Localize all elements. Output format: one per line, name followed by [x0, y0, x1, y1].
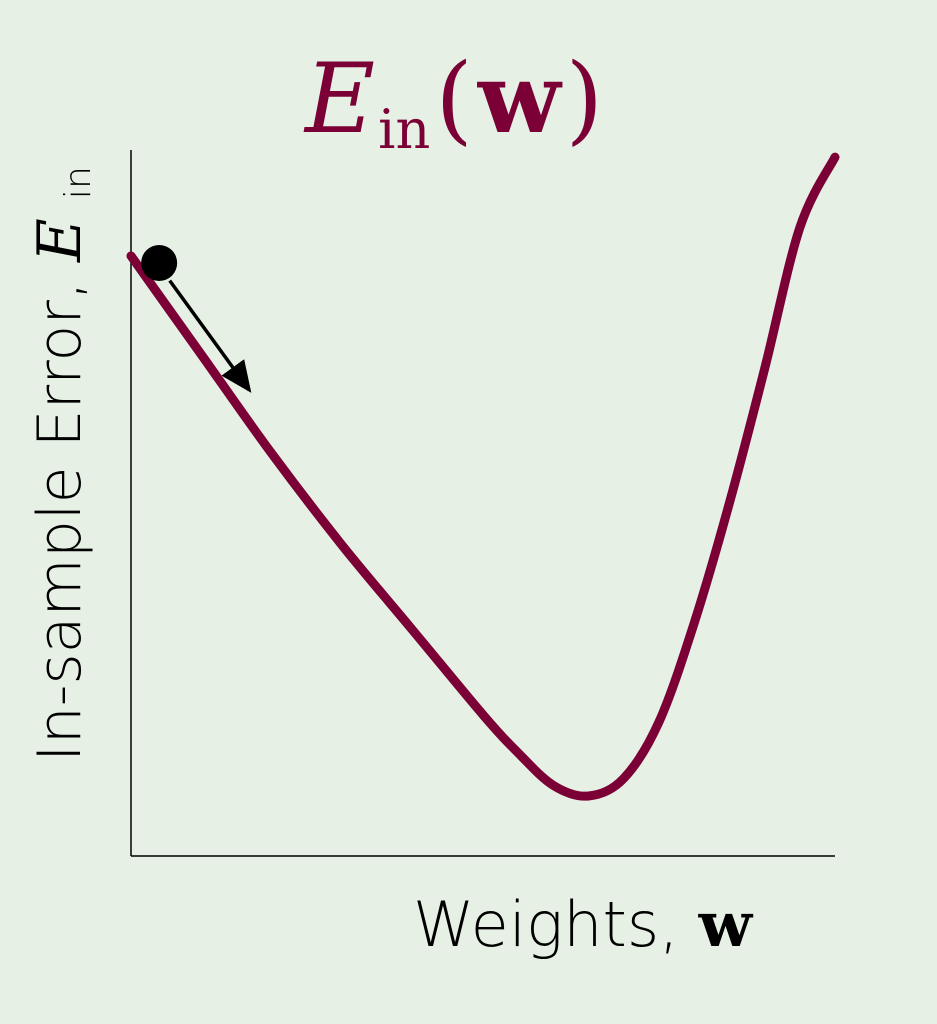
- y-axis-label-text: In-sample Error,: [25, 262, 95, 762]
- current-weight-point: [141, 244, 178, 281]
- title-variable: w: [477, 42, 563, 155]
- gradient-arrow: [168, 279, 252, 393]
- y-axis-label: In-sample Error, E in: [25, 166, 99, 762]
- title-open-paren: (: [435, 43, 472, 155]
- error-curve-line: [126, 152, 840, 801]
- x-axis-label-variable: w: [698, 888, 754, 961]
- x-axis-label: Weights, w: [413, 888, 754, 961]
- y-axis-label-symbol: E: [25, 218, 95, 263]
- title-symbol: E: [303, 43, 375, 155]
- chart-title: E in ( w ): [303, 42, 603, 161]
- y-axis-label-subscript: in: [58, 166, 99, 199]
- x-axis-label-text: Weights,: [413, 888, 699, 961]
- title-subscript: in: [378, 98, 430, 161]
- title-close-paren: ): [566, 43, 603, 155]
